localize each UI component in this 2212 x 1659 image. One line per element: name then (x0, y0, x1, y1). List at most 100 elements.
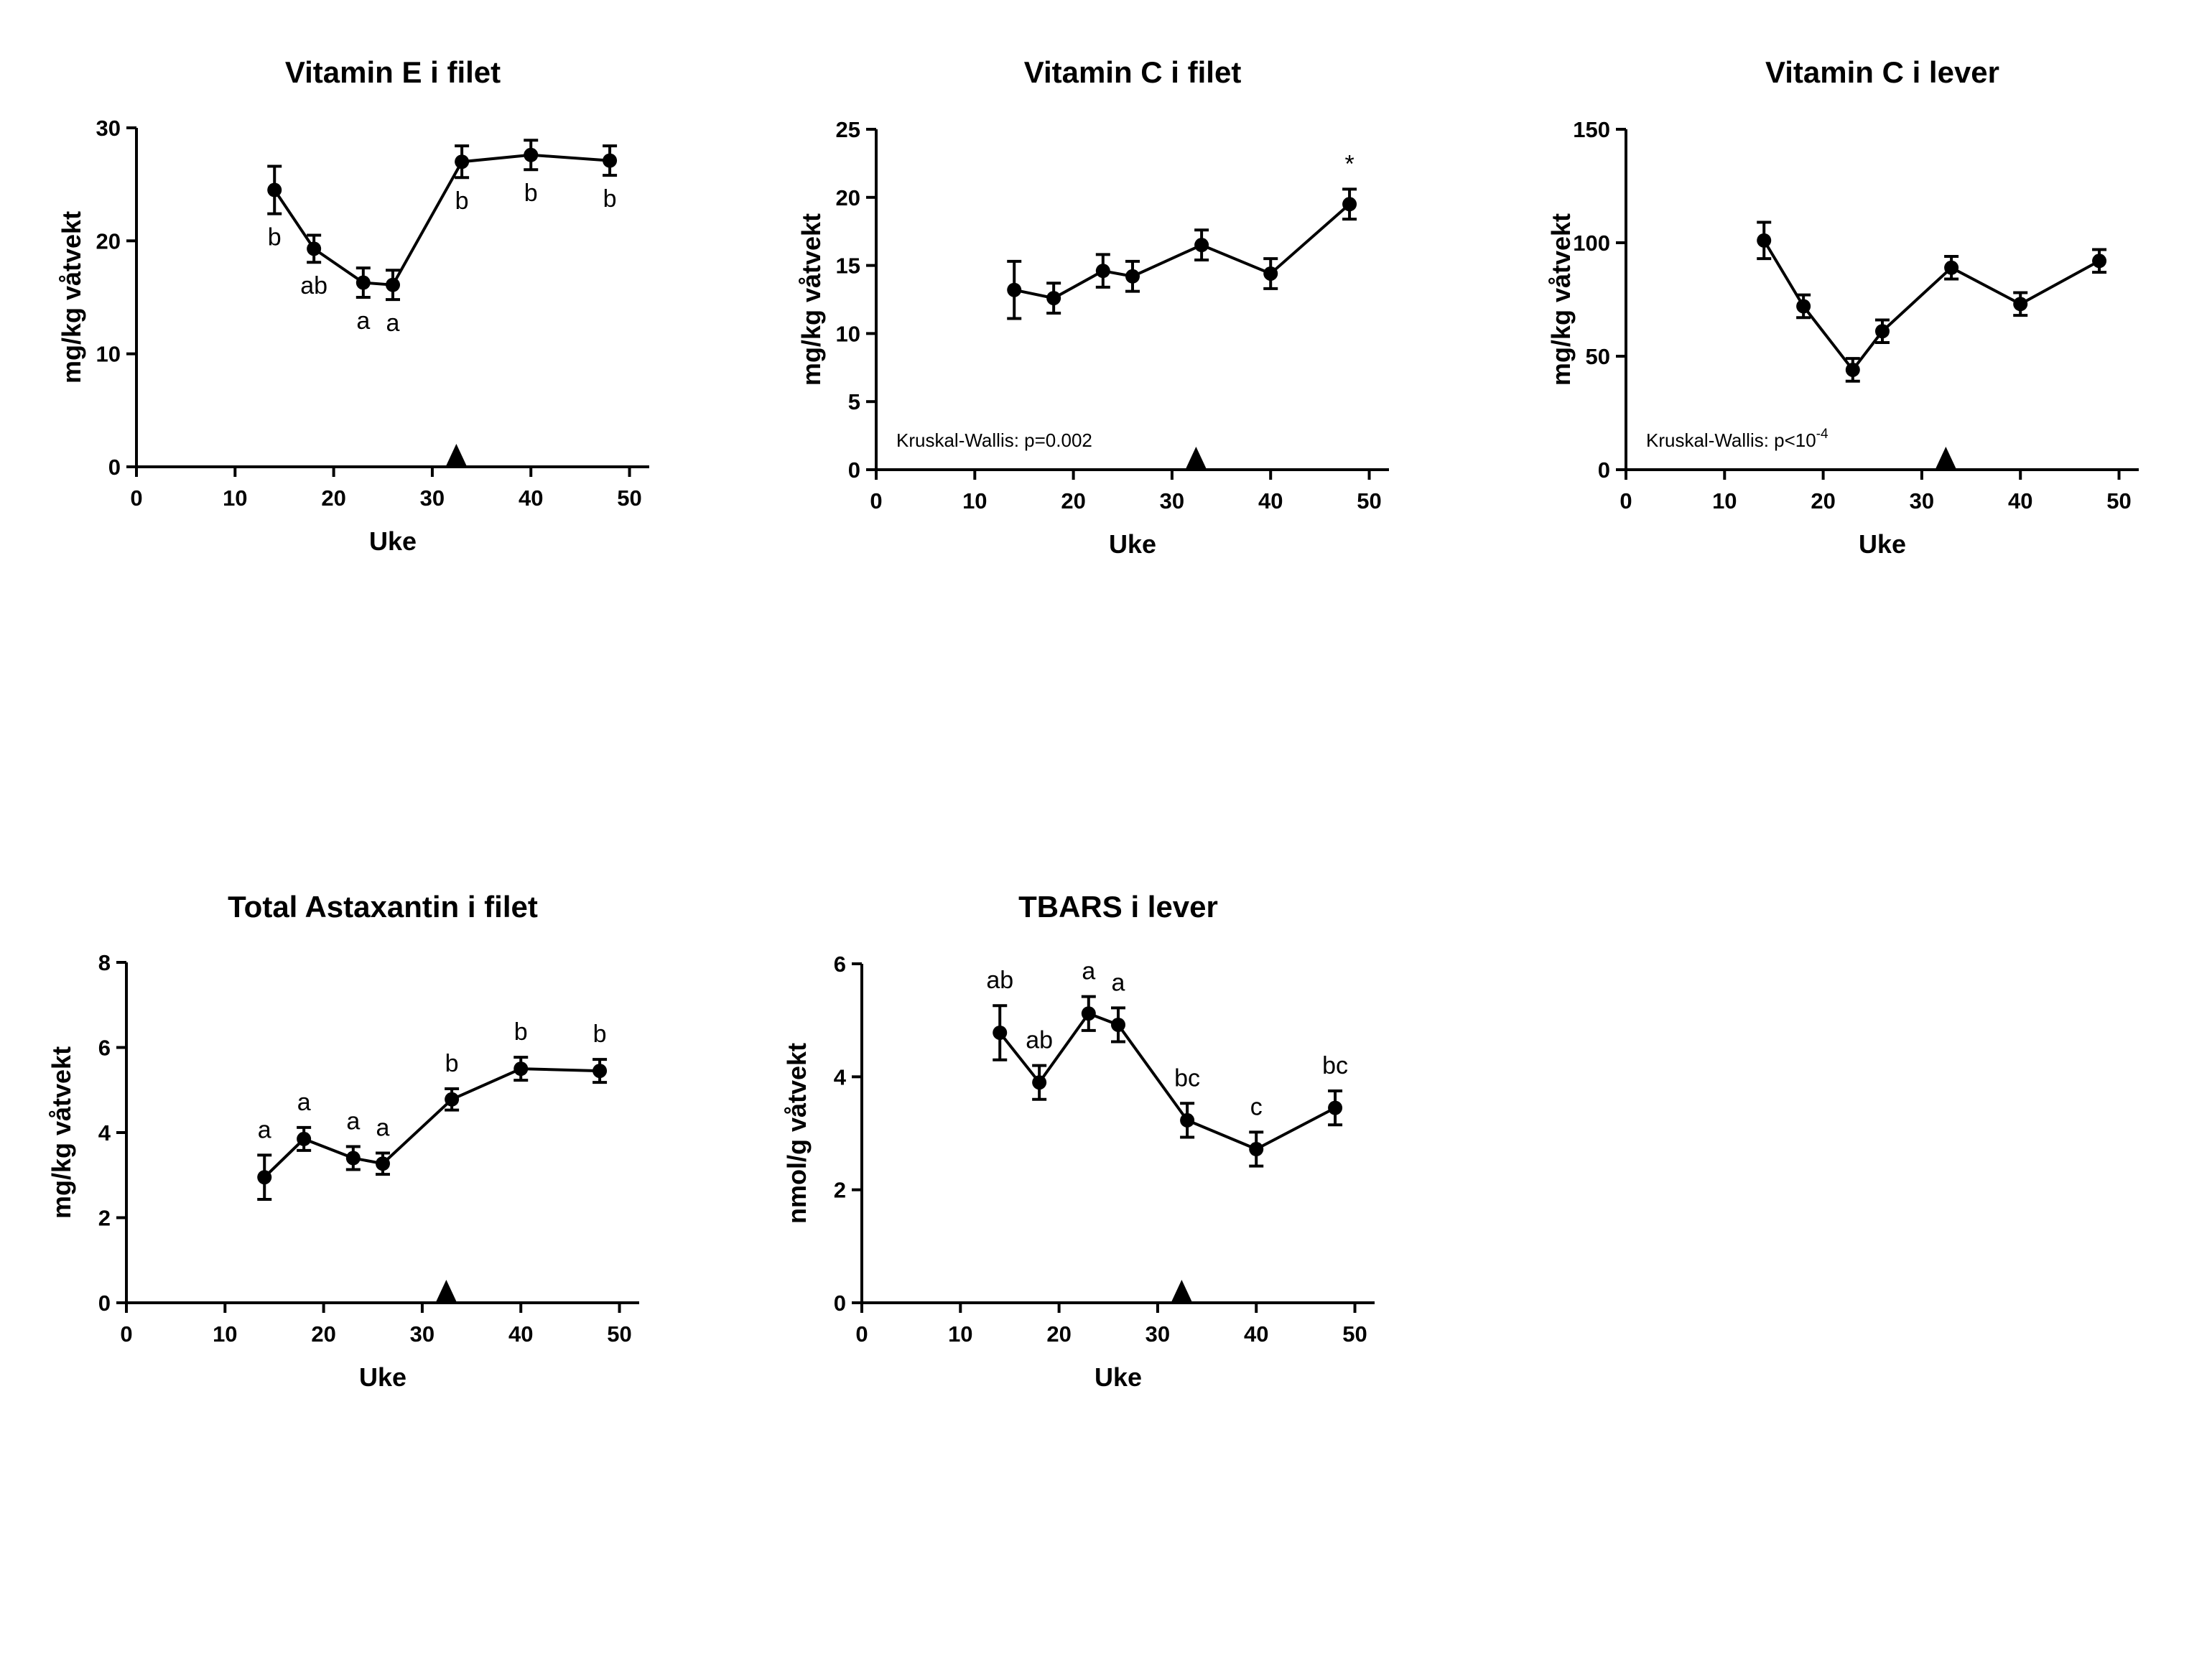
series-line (273, 153, 610, 287)
time-marker-triangle (436, 1280, 457, 1301)
x-tick-label: 20 (321, 485, 345, 511)
y-tick-label: 30 (96, 116, 121, 141)
data-point (993, 1025, 1008, 1040)
y-tick-label: 4 (834, 1064, 847, 1089)
y-tick-label: 15 (836, 254, 860, 279)
y-tick-label: 20 (836, 185, 860, 210)
chart-title: Vitamin E i filet (285, 55, 501, 89)
time-marker-triangle (1171, 1280, 1192, 1301)
x-axis-label: Uke (1109, 529, 1156, 559)
x-axis-label: Uke (1095, 1362, 1142, 1392)
data-point (592, 1064, 608, 1079)
significance-letter: a (258, 1116, 271, 1143)
significance-letter: a (376, 1114, 390, 1141)
y-tick-label: 5 (848, 389, 860, 414)
data-point (603, 153, 618, 168)
y-tick-label: 0 (834, 1291, 846, 1316)
x-axis-label: Uke (369, 526, 417, 556)
x-tick-label: 10 (1712, 488, 1737, 514)
y-axis-label: nmol/g våtvekt (782, 1043, 812, 1224)
x-tick-label: 50 (1357, 488, 1381, 514)
data-point (297, 1131, 312, 1146)
data-point (267, 182, 282, 198)
data-point (2092, 254, 2107, 269)
y-tick-label: 2 (834, 1178, 846, 1203)
significance-letter: bc (1322, 1052, 1348, 1079)
time-marker-triangle (446, 444, 467, 465)
significance-letter: ab (1026, 1027, 1053, 1054)
data-point (386, 277, 400, 292)
x-tick-label: 50 (1342, 1321, 1367, 1347)
chart-title: Vitamin C i lever (1765, 55, 1999, 89)
significance-letter: b (514, 1018, 528, 1046)
chart-panel-5: TBARS i lever 0 10 20 30 40 50 0 2 4 6 Uke nmol/g vå… (782, 890, 1375, 1392)
x-tick-label: 30 (1910, 488, 1934, 514)
y-tick-label: 6 (834, 952, 846, 977)
significance-letter: a (297, 1089, 311, 1116)
significance-letter: b (603, 185, 617, 213)
statistics-note: Kruskal-Wallis: p<10-4 (1646, 427, 1828, 451)
x-tick-label: 0 (855, 1321, 868, 1347)
data-point (1125, 269, 1140, 284)
chart-panel-2: Vitamin C i filet 0 10 20 30 40 50 0 5 10 15 20 25 Uk… (796, 55, 1389, 559)
x-tick-label: 20 (1046, 1321, 1071, 1347)
y-tick-label: 0 (108, 455, 121, 480)
y-tick-label: 2 (98, 1206, 111, 1231)
series-line (263, 1067, 600, 1179)
x-tick-label: 30 (1160, 488, 1184, 514)
chart-title: Vitamin C i filet (1024, 55, 1242, 89)
x-tick-label: 10 (213, 1321, 237, 1347)
x-tick-label: 50 (2106, 488, 2131, 514)
data-point (2013, 297, 2028, 312)
x-tick-label: 40 (508, 1321, 533, 1347)
data-point (1796, 299, 1811, 314)
y-tick-label: 4 (98, 1120, 111, 1146)
data-point (1180, 1112, 1195, 1128)
significance-letter: * (1344, 150, 1354, 177)
significance-letter: ab (300, 272, 327, 299)
significance-letter: b (445, 1050, 459, 1077)
y-tick-label: 20 (96, 228, 121, 254)
x-tick-label: 30 (420, 485, 445, 511)
x-tick-label: 0 (870, 488, 882, 514)
significance-letter: a (356, 307, 370, 335)
x-tick-label: 30 (1146, 1321, 1170, 1347)
data-point (1111, 1017, 1125, 1032)
significance-letter: a (1112, 969, 1125, 996)
data-point (514, 1061, 529, 1077)
series-line (1762, 239, 2101, 373)
y-tick-label: 150 (1573, 117, 1610, 142)
data-point (1875, 324, 1890, 339)
x-tick-label: 50 (617, 485, 641, 511)
significance-letter: bc (1174, 1064, 1200, 1092)
data-point (1263, 266, 1278, 281)
data-point (257, 1170, 272, 1185)
y-tick-label: 25 (836, 117, 860, 142)
x-tick-label: 40 (1244, 1321, 1268, 1347)
significance-letter: a (386, 310, 400, 337)
significance-letter: ab (986, 967, 1013, 994)
data-point (445, 1092, 460, 1107)
data-point (524, 147, 539, 162)
data-point (345, 1151, 361, 1166)
time-marker-triangle (1186, 447, 1207, 468)
y-tick-label: 0 (1598, 457, 1610, 483)
y-tick-label: 10 (836, 321, 860, 346)
y-tick-label: 0 (848, 457, 860, 483)
data-point (1845, 362, 1860, 377)
data-point (1032, 1075, 1047, 1090)
chart-title: Total Astaxantin i filet (228, 890, 538, 924)
x-tick-label: 20 (311, 1321, 335, 1347)
y-tick-label: 6 (98, 1036, 111, 1061)
data-point (1249, 1142, 1264, 1157)
significance-letter: b (593, 1021, 607, 1048)
data-point (1342, 197, 1357, 212)
x-tick-label: 40 (519, 485, 543, 511)
x-tick-label: 0 (120, 1321, 132, 1347)
x-tick-label: 50 (607, 1321, 631, 1347)
x-tick-label: 10 (962, 488, 987, 514)
y-tick-label: 100 (1573, 231, 1610, 256)
x-axis-label: Uke (1859, 529, 1906, 559)
